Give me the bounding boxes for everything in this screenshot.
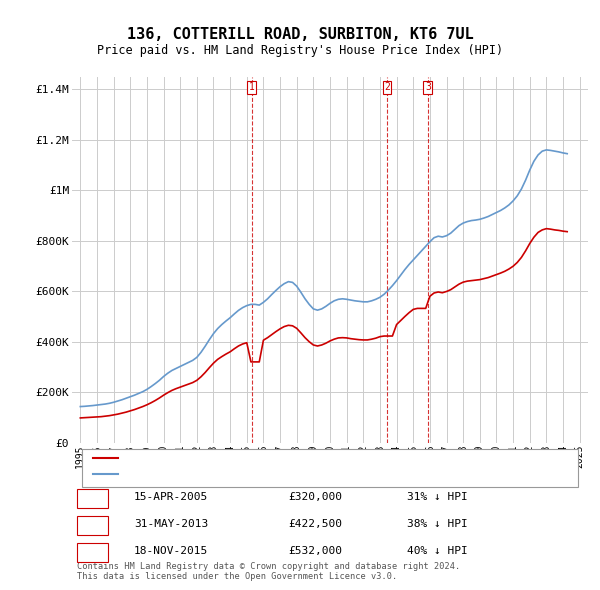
FancyBboxPatch shape [77, 516, 108, 535]
Text: This data is licensed under the Open Government Licence v3.0.: This data is licensed under the Open Gov… [77, 572, 397, 581]
FancyBboxPatch shape [82, 450, 578, 487]
Text: Price paid vs. HM Land Registry's House Price Index (HPI): Price paid vs. HM Land Registry's House … [97, 44, 503, 57]
Text: 3: 3 [89, 546, 96, 556]
Text: £320,000: £320,000 [289, 492, 343, 502]
Text: 38% ↓ HPI: 38% ↓ HPI [407, 519, 468, 529]
Text: 31% ↓ HPI: 31% ↓ HPI [407, 492, 468, 502]
Text: HPI: Average price, detached house, Kingston upon Thames: HPI: Average price, detached house, King… [129, 469, 479, 479]
Text: 2: 2 [89, 519, 96, 529]
Text: 3: 3 [425, 82, 431, 92]
Text: 2: 2 [384, 82, 390, 92]
Text: 136, COTTERILL ROAD, SURBITON, KT6 7UL: 136, COTTERILL ROAD, SURBITON, KT6 7UL [127, 27, 473, 41]
FancyBboxPatch shape [77, 489, 108, 508]
Text: 18-NOV-2015: 18-NOV-2015 [134, 546, 208, 556]
Text: £532,000: £532,000 [289, 546, 343, 556]
Text: 15-APR-2005: 15-APR-2005 [134, 492, 208, 502]
Text: 1: 1 [89, 492, 96, 502]
Text: 31-MAY-2013: 31-MAY-2013 [134, 519, 208, 529]
Text: 136, COTTERILL ROAD, SURBITON, KT6 7UL (detached house): 136, COTTERILL ROAD, SURBITON, KT6 7UL (… [129, 453, 473, 463]
Text: Contains HM Land Registry data © Crown copyright and database right 2024.: Contains HM Land Registry data © Crown c… [77, 562, 460, 572]
Text: 40% ↓ HPI: 40% ↓ HPI [407, 546, 468, 556]
Text: 1: 1 [248, 82, 254, 92]
Text: £422,500: £422,500 [289, 519, 343, 529]
FancyBboxPatch shape [77, 543, 108, 562]
